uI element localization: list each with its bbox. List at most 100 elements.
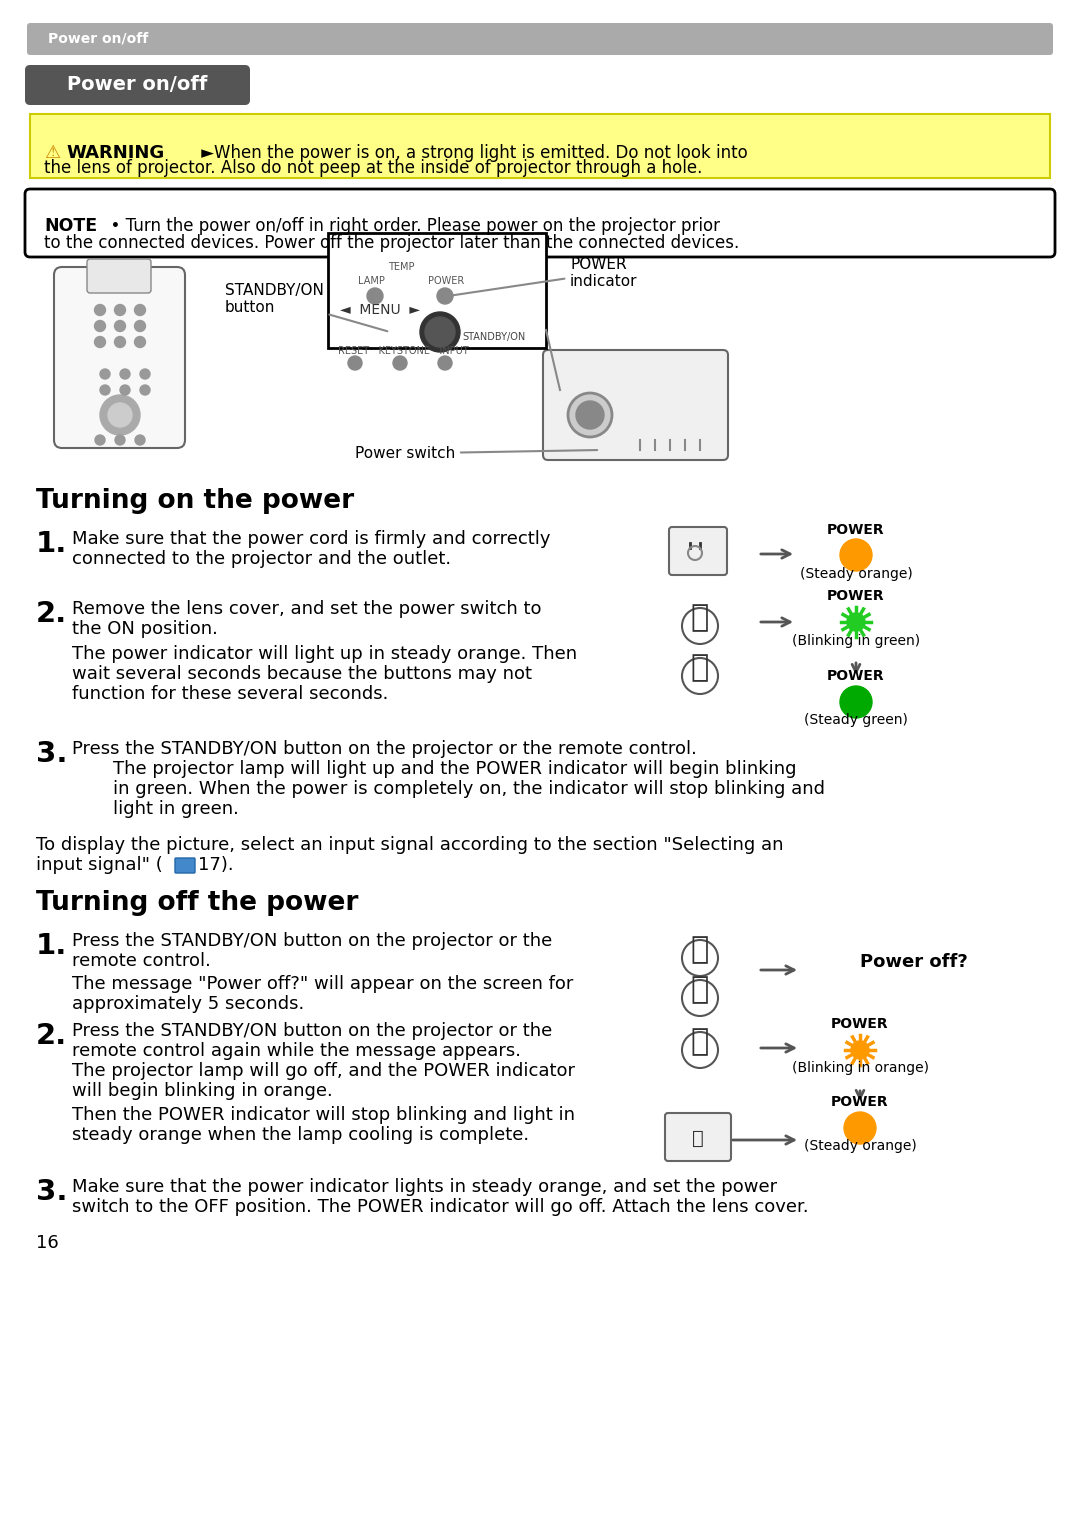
Text: remote control.: remote control. <box>72 952 211 970</box>
FancyBboxPatch shape <box>328 233 546 348</box>
Circle shape <box>108 403 132 427</box>
Circle shape <box>135 304 146 315</box>
Text: Power on/off: Power on/off <box>67 76 207 94</box>
FancyBboxPatch shape <box>175 858 195 874</box>
Text: Power off?: Power off? <box>860 952 968 970</box>
Text: will begin blinking in orange.: will begin blinking in orange. <box>72 1083 333 1101</box>
Text: POWER: POWER <box>428 276 464 286</box>
Circle shape <box>95 435 105 445</box>
Text: (Blinking in orange): (Blinking in orange) <box>792 1061 929 1075</box>
Text: The projector lamp will go off, and the POWER indicator: The projector lamp will go off, and the … <box>72 1061 575 1079</box>
Text: ⏻: ⏻ <box>692 1128 704 1148</box>
Circle shape <box>840 539 872 571</box>
Circle shape <box>140 385 150 395</box>
Circle shape <box>140 369 150 378</box>
Text: WARNING: WARNING <box>66 144 164 162</box>
Text: ⏻: ⏻ <box>691 1028 710 1057</box>
Circle shape <box>843 1111 876 1145</box>
Circle shape <box>348 356 362 369</box>
Circle shape <box>393 356 407 369</box>
Text: Press the STANDBY/ON button on the projector or the remote control.: Press the STANDBY/ON button on the proje… <box>72 740 697 759</box>
Circle shape <box>426 316 455 347</box>
Text: the lens of projector. Also do not peep at the inside of projector through a hol: the lens of projector. Also do not peep … <box>44 159 702 177</box>
Text: STANDBY/ON
button: STANDBY/ON button <box>225 283 388 332</box>
Circle shape <box>114 336 125 348</box>
Text: The power indicator will light up in steady orange. Then: The power indicator will light up in ste… <box>72 645 577 663</box>
Text: 1.: 1. <box>36 530 67 559</box>
Text: 2.: 2. <box>36 1022 67 1051</box>
Text: wait several seconds because the buttons may not: wait several seconds because the buttons… <box>72 665 532 683</box>
Text: Power on/off: Power on/off <box>48 32 148 45</box>
Text: To display the picture, select an input signal according to the section "Selecti: To display the picture, select an input … <box>36 836 783 854</box>
Circle shape <box>114 304 125 315</box>
Text: POWER
indicator: POWER indicator <box>450 256 637 295</box>
Text: The projector lamp will light up and the POWER indicator will begin blinking: The projector lamp will light up and the… <box>90 760 797 778</box>
Circle shape <box>95 336 106 348</box>
Text: ⏻: ⏻ <box>691 975 710 1004</box>
Text: approximately 5 seconds.: approximately 5 seconds. <box>72 995 305 1013</box>
Text: RESET   KEYSTONE   INPUT: RESET KEYSTONE INPUT <box>338 347 469 356</box>
Text: LAMP: LAMP <box>357 276 384 286</box>
Circle shape <box>114 321 125 332</box>
Circle shape <box>95 304 106 315</box>
Text: ⚠: ⚠ <box>44 144 60 162</box>
Text: STANDBY/ON: STANDBY/ON <box>462 332 525 342</box>
Circle shape <box>114 435 125 445</box>
Circle shape <box>576 401 604 428</box>
Text: ⏻: ⏻ <box>691 936 710 964</box>
Text: the ON position.: the ON position. <box>72 621 218 637</box>
Text: Then the POWER indicator will stop blinking and light in: Then the POWER indicator will stop blink… <box>72 1107 575 1123</box>
Text: (Steady green): (Steady green) <box>805 713 908 727</box>
Circle shape <box>135 336 146 348</box>
Text: function for these several seconds.: function for these several seconds. <box>72 684 389 702</box>
Circle shape <box>847 613 865 631</box>
Text: POWER: POWER <box>832 1095 889 1108</box>
Circle shape <box>120 369 130 378</box>
Text: Make sure that the power cord is firmly and correctly: Make sure that the power cord is firmly … <box>72 530 551 548</box>
Text: Turning on the power: Turning on the power <box>36 488 354 513</box>
Text: POWER: POWER <box>827 522 885 537</box>
FancyBboxPatch shape <box>543 350 728 460</box>
FancyBboxPatch shape <box>25 189 1055 257</box>
Text: Press the STANDBY/ON button on the projector or the: Press the STANDBY/ON button on the proje… <box>72 1022 552 1040</box>
Text: (Blinking in green): (Blinking in green) <box>792 634 920 648</box>
Circle shape <box>100 385 110 395</box>
Text: The message "Power off?" will appear on the screen for: The message "Power off?" will appear on … <box>72 975 573 993</box>
Text: input signal" (: input signal" ( <box>36 855 163 874</box>
Text: ◄  MENU  ►: ◄ MENU ► <box>340 303 420 316</box>
FancyBboxPatch shape <box>665 1113 731 1161</box>
FancyBboxPatch shape <box>27 23 1053 55</box>
Circle shape <box>135 435 145 445</box>
Text: POWER: POWER <box>832 1017 889 1031</box>
Text: • Turn the power on/off in right order. Please power on the projector prior: • Turn the power on/off in right order. … <box>100 217 720 235</box>
Text: NOTE: NOTE <box>44 217 97 235</box>
FancyBboxPatch shape <box>54 266 185 448</box>
Text: Power switch: Power switch <box>355 447 597 460</box>
Text: 2.: 2. <box>36 600 67 628</box>
Text: Remove the lens cover, and set the power switch to: Remove the lens cover, and set the power… <box>72 600 541 618</box>
Text: (Steady orange): (Steady orange) <box>799 568 913 581</box>
Circle shape <box>840 686 872 718</box>
Text: (Steady orange): (Steady orange) <box>804 1139 916 1154</box>
Circle shape <box>135 321 146 332</box>
Text: 16: 16 <box>36 1234 58 1252</box>
Text: Press the STANDBY/ON button on the projector or the: Press the STANDBY/ON button on the proje… <box>72 933 552 949</box>
Text: to the connected devices. Power off the projector later than the connected devic: to the connected devices. Power off the … <box>44 235 739 251</box>
FancyBboxPatch shape <box>669 527 727 575</box>
Text: steady orange when the lamp cooling is complete.: steady orange when the lamp cooling is c… <box>72 1126 529 1145</box>
FancyBboxPatch shape <box>30 114 1050 179</box>
Text: 17).: 17). <box>198 855 233 874</box>
Text: switch to the OFF position. The POWER indicator will go off. Attach the lens cov: switch to the OFF position. The POWER in… <box>72 1198 809 1216</box>
Circle shape <box>420 312 460 351</box>
Text: POWER: POWER <box>827 669 885 683</box>
Text: Make sure that the power indicator lights in steady orange, and set the power: Make sure that the power indicator light… <box>72 1178 778 1196</box>
Circle shape <box>568 394 612 438</box>
Text: remote control again while the message appears.: remote control again while the message a… <box>72 1042 521 1060</box>
Text: 1.: 1. <box>36 933 67 960</box>
Circle shape <box>367 288 383 304</box>
Text: light in green.: light in green. <box>90 799 239 818</box>
FancyBboxPatch shape <box>87 259 151 294</box>
Text: 3.: 3. <box>36 1178 67 1207</box>
Circle shape <box>100 395 140 435</box>
Circle shape <box>437 288 453 304</box>
